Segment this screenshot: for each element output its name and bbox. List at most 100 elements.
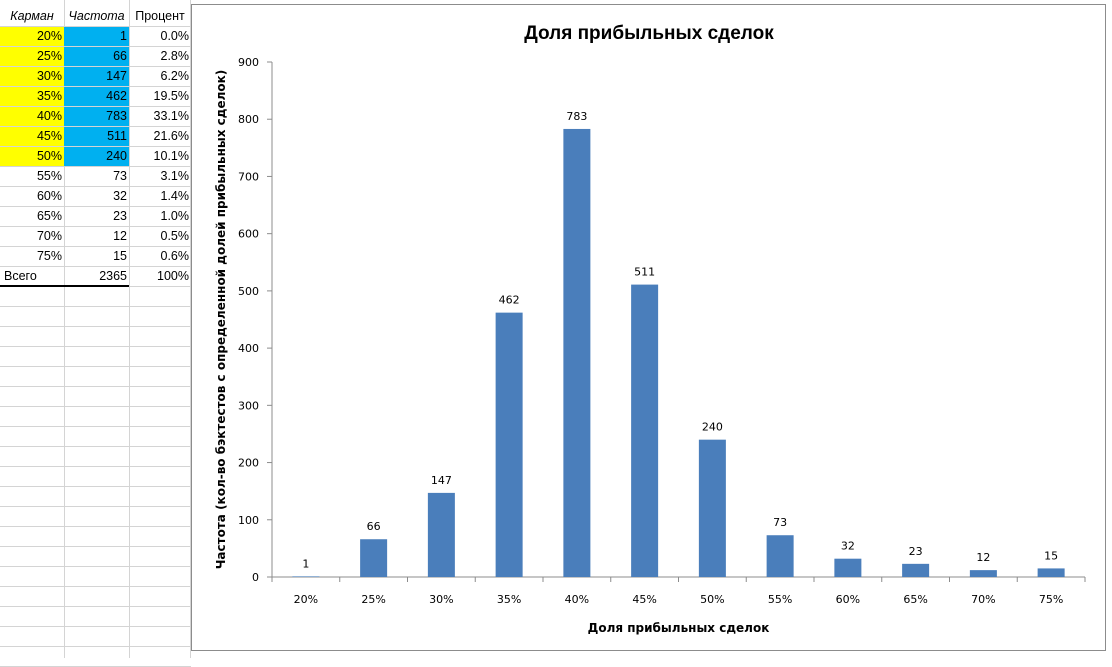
grid-row-line [0,86,191,87]
header-cell-percent[interactable]: Процент [135,9,185,23]
cell-bin[interactable]: 75% [36,249,62,263]
cell-total-label[interactable]: Всего [4,269,37,283]
cell-bin[interactable]: 45% [0,127,64,146]
cell-frequency[interactable]: 147 [64,67,129,86]
cell-frequency[interactable]: 783 [64,107,129,126]
x-tick-label: 70% [971,593,995,606]
data-label: 147 [431,474,452,487]
grid-row-line [0,446,191,447]
grid-row-line [0,586,191,587]
y-tick-label: 600 [238,228,259,241]
cell-frequency[interactable]: 12 [113,229,127,243]
data-label: 66 [367,520,381,533]
cell-frequency[interactable]: 240 [64,147,129,166]
grid-row-line [0,226,191,227]
header-cell-bin[interactable]: Карман [10,9,54,23]
cell-percent[interactable]: 10.1% [153,149,189,163]
cell-percent[interactable]: 0.0% [160,29,190,43]
bar [631,284,659,577]
x-tick-label: 25% [361,593,385,606]
cell-bin[interactable]: 40% [0,107,64,126]
cell-percent[interactable]: 1.0% [160,209,190,223]
chart-area[interactable]: Доля прибыльных сделок Частота (кол-во б… [191,4,1106,651]
grid-row-line [0,26,191,27]
grid-column-line [190,0,191,658]
spreadsheet: Карман Частота Процент 20% 1 0.0% 25% 66 2.8% 30%… [0,0,191,667]
cell-frequency[interactable]: 66 [64,47,129,66]
bar [969,570,997,577]
cell-bin[interactable]: 70% [36,229,62,243]
grid-row-line [0,466,191,467]
plot-area: 0 100 200 300 400 500 600 700 800 900 20% 1 25% 66 30%… [238,56,1086,606]
x-tick-label: 45% [632,593,656,606]
grid-row-line [0,426,191,427]
cell-bin[interactable]: 25% [0,47,64,66]
grid-row-line [0,66,191,67]
data-label: 12 [976,551,990,564]
grid-row-line [0,386,191,387]
cell-bin[interactable]: 60% [36,189,62,203]
x-tick-label: 20% [294,593,318,606]
cell-frequency[interactable]: 511 [64,127,129,146]
y-tick-label: 200 [238,457,259,470]
cell-frequency[interactable]: 1 [64,27,129,46]
cell-frequency[interactable]: 462 [64,87,129,106]
bar [563,128,591,577]
y-tick-label: 300 [238,399,259,412]
cell-percent[interactable]: 3.1% [160,169,190,183]
cell-frequency[interactable]: 32 [113,189,127,203]
bar [766,535,794,577]
cell-frequency[interactable]: 23 [113,209,127,223]
data-label: 15 [1044,549,1058,562]
data-label: 23 [909,545,923,558]
cell-percent[interactable]: 21.6% [153,129,189,143]
bar [902,563,930,577]
x-tick-label: 35% [497,593,521,606]
cell-bin[interactable]: 20% [0,27,64,46]
data-label: 462 [499,294,520,307]
cell-total-frequency[interactable]: 2365 [99,269,127,283]
cell-bin[interactable]: 50% [0,147,64,166]
grid-row-line [0,366,191,367]
cell-frequency[interactable]: 15 [113,249,127,263]
x-tick-label: 40% [565,593,589,606]
grid-row-line [0,146,191,147]
grid-row-line [0,646,191,647]
y-axis-title: Частота (кол-во бэктестов с определенной… [214,70,228,570]
data-label: 1 [302,557,309,570]
cell-total-percent[interactable]: 100% [157,269,189,283]
grid-row-line [0,506,191,507]
x-axis-title: Доля прибыльных сделок [588,621,770,635]
grid-row-line [0,486,191,487]
total-border [0,285,129,287]
grid-row-line [0,566,191,567]
cell-percent[interactable]: 6.2% [160,69,190,83]
cell-percent[interactable]: 2.8% [160,49,190,63]
cell-bin[interactable]: 65% [36,209,62,223]
cell-percent[interactable]: 1.4% [160,189,190,203]
bar [292,576,320,577]
cell-percent[interactable]: 19.5% [153,89,189,103]
cell-percent[interactable]: 0.5% [160,229,190,243]
grid-row-line [0,126,191,127]
y-tick-label: 800 [238,113,259,126]
grid-row-line [0,606,191,607]
grid-row-line [0,546,191,547]
grid-column-line [129,0,130,658]
bar [834,558,862,577]
grid-row-line [0,526,191,527]
y-tick-label: 100 [238,514,259,527]
bar [427,492,455,577]
bar [360,539,388,577]
bar [495,312,523,577]
cell-frequency[interactable]: 73 [113,169,127,183]
cell-percent[interactable]: 33.1% [153,109,189,123]
x-tick-label: 65% [903,593,927,606]
x-tick-label: 50% [700,593,724,606]
header-cell-frequency[interactable]: Частота [68,9,125,23]
cell-bin[interactable]: 30% [0,67,64,86]
cell-bin[interactable]: 35% [0,87,64,106]
cell-percent[interactable]: 0.6% [160,249,190,263]
data-label: 32 [841,540,855,553]
cell-bin[interactable]: 55% [36,169,62,183]
